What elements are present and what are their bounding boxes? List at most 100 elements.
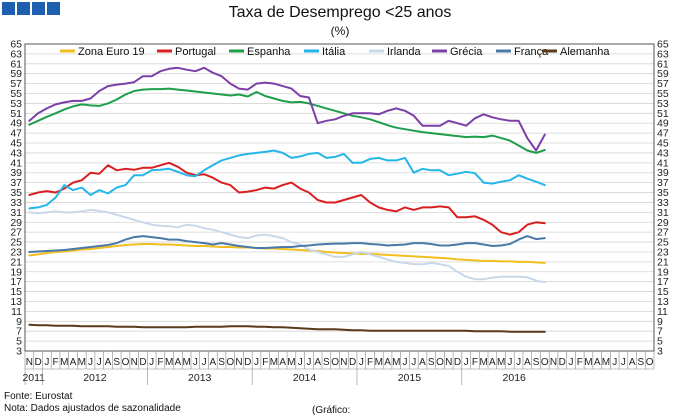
x-month-label: J [612, 357, 617, 368]
legend-label: Alemanha [560, 46, 610, 58]
y-tick-label-right: 51 [657, 108, 669, 120]
y-tick-label-left: 55 [10, 88, 22, 100]
legend-label: Portugal [175, 46, 216, 58]
y-tick-label-right: 37 [657, 177, 669, 189]
logo-square-2 [17, 2, 30, 15]
y-tick-label-right: 41 [657, 157, 669, 169]
x-month-label: M [60, 357, 68, 368]
y-tick-label-right: 53 [657, 98, 669, 110]
y-tick-label-right: 63 [657, 48, 669, 60]
x-month-label: D [454, 357, 461, 368]
x-month-label: O [331, 357, 339, 368]
x-month-label: A [70, 357, 77, 368]
y-tick-label-right: 61 [657, 58, 669, 70]
x-month-label: N [550, 357, 557, 368]
y-tick-label-right: 19 [657, 266, 669, 278]
x-year-label: 2014 [293, 372, 317, 384]
logo-square-3 [32, 2, 45, 15]
plot-frame [24, 43, 655, 352]
y-tick-label-right: 7 [657, 326, 663, 338]
y-tick-label-right: 45 [657, 138, 669, 150]
x-month-label: O [122, 357, 130, 368]
y-tick-label-right: 35 [657, 187, 669, 199]
x-month-label: D [34, 357, 41, 368]
y-tick-label-left: 43 [10, 147, 22, 159]
x-month-label: J [621, 357, 626, 368]
series-line-espanha [28, 87, 546, 154]
y-tick-label-right: 39 [657, 167, 669, 179]
y-tick-label-left: 41 [10, 157, 22, 169]
adjustment-note: Nota: Dados ajustados de sazonalidade [4, 403, 181, 414]
chart-unit: (%) [330, 24, 350, 38]
x-month-label: J [254, 357, 259, 368]
y-tick-label-left: 57 [10, 78, 22, 90]
y-tick-label-left: 9 [16, 316, 22, 328]
x-month-label: A [384, 357, 391, 368]
y-tick-label-left: 35 [10, 187, 22, 199]
y-tick-label-left: 29 [10, 217, 22, 229]
y-tick-label-right: 13 [657, 296, 669, 308]
y-tick-label-left: 17 [10, 276, 22, 288]
y-tick-label-left: 7 [16, 326, 22, 338]
x-month-label: F [472, 357, 478, 368]
x-month-label: O [541, 357, 549, 368]
x-month-label: N [131, 357, 138, 368]
y-tick-label-right: 33 [657, 197, 669, 209]
x-month-label: A [419, 357, 426, 368]
y-tick-label-left: 15 [10, 286, 22, 298]
x-month-label: A [594, 357, 601, 368]
y-tick-label-left: 5 [16, 336, 22, 348]
x-year-label: 2012 [83, 372, 107, 384]
y-tick-label-right: 31 [657, 207, 669, 219]
x-month-label: F [577, 357, 583, 368]
y-tick-label-right: 43 [657, 147, 669, 159]
y-tick-label-left: 3 [16, 346, 22, 358]
chart-title: Taxa de Desemprego <25 anos [228, 4, 452, 21]
x-month-label: F [262, 357, 268, 368]
x-month-label: A [524, 357, 531, 368]
x-month-label: M [287, 357, 295, 368]
y-tick-label-left: 33 [10, 197, 22, 209]
x-month-label: A [314, 357, 321, 368]
y-tick-label-right: 15 [657, 286, 669, 298]
x-month-label: O [646, 357, 654, 368]
x-month-label: M [602, 357, 610, 368]
x-month-label: S [113, 357, 120, 368]
logo-square-1 [2, 2, 15, 15]
y-tick-label-right: 21 [657, 256, 669, 268]
x-month-label: J [569, 357, 574, 368]
y-tick-label-left: 59 [10, 68, 22, 80]
y-tick-label-left: 11 [11, 306, 22, 318]
x-month-label: J [306, 357, 311, 368]
x-month-label: D [559, 357, 566, 368]
y-tick-label-left: 23 [10, 246, 22, 258]
y-tick-label-left: 53 [10, 98, 22, 110]
x-month-label: S [533, 357, 540, 368]
x-month-label: J [97, 357, 102, 368]
x-month-label: N [26, 357, 33, 368]
x-month-label: M [497, 357, 505, 368]
x-month-label: J [149, 357, 154, 368]
x-month-label: J [464, 357, 469, 368]
x-month-label: S [428, 357, 435, 368]
x-month-label: M [479, 357, 487, 368]
x-month-label: J [298, 357, 303, 368]
y-tick-label-right: 5 [657, 336, 663, 348]
y-tick-label-left: 31 [10, 207, 22, 219]
x-month-label: A [175, 357, 182, 368]
x-month-label: F [367, 357, 373, 368]
legend-label: Espanha [247, 46, 291, 58]
x-month-label: D [349, 357, 356, 368]
y-tick-label-right: 57 [657, 78, 669, 90]
x-month-label: M [182, 357, 190, 368]
y-tick-label-left: 27 [10, 227, 22, 239]
x-month-label: S [638, 357, 645, 368]
y-tick-label-left: 49 [10, 118, 22, 130]
series-line-zona-euro-19 [28, 243, 546, 264]
x-month-label: M [165, 357, 173, 368]
x-year-label: 2011 [22, 372, 45, 384]
x-month-label: D [139, 357, 146, 368]
x-month-label: F [53, 357, 59, 368]
y-tick-label-left: 39 [10, 167, 22, 179]
